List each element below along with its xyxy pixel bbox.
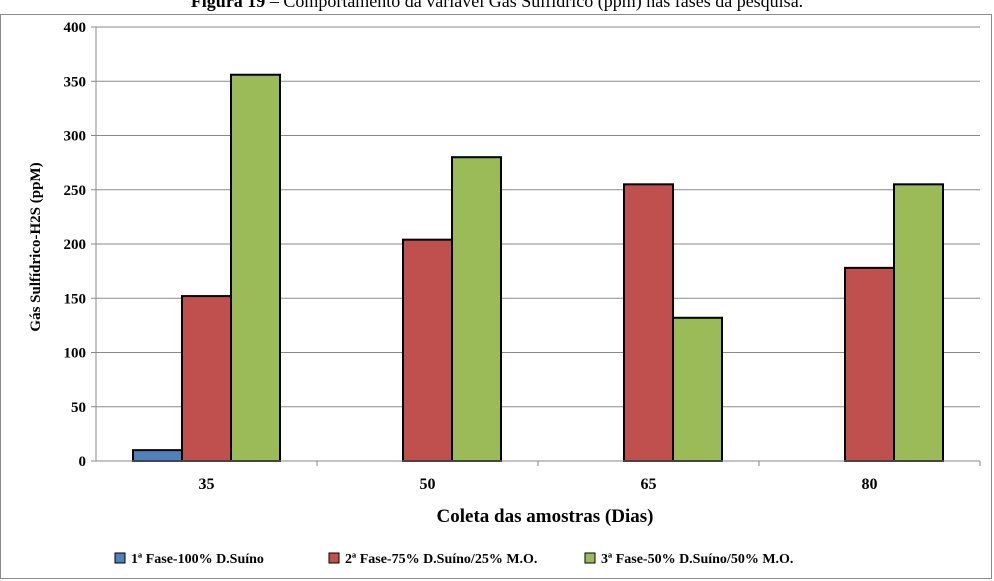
y-axis-title: Gás Sulfídrico-H2S (ppM) (28, 162, 44, 331)
bar (181, 295, 232, 462)
x-tick-label: 35 (199, 476, 215, 493)
bars (132, 73, 944, 463)
bar (623, 183, 674, 462)
y-tick-label: 0 (79, 454, 87, 470)
figure-caption-text: – Comportamento da variável Gás Sulfídri… (265, 0, 804, 11)
legend-label: 1ª Fase-100% D.Suíno (131, 552, 264, 567)
y-tick-label: 300 (64, 129, 87, 145)
y-tick-label: 100 (64, 346, 87, 362)
bar (893, 183, 944, 462)
legend-swatch (584, 552, 596, 564)
bar (844, 266, 895, 462)
y-tick-label: 250 (64, 183, 87, 199)
bar (451, 156, 502, 462)
bar (672, 316, 723, 462)
legend-label: 3ª Fase-50% D.Suíno/50% M.O. (601, 552, 793, 567)
x-tick-label: 65 (641, 476, 657, 493)
y-tick-label: 400 (64, 20, 87, 36)
x-tick-label: 50 (420, 476, 436, 493)
x-tick-label: 80 (862, 476, 878, 493)
bar (230, 73, 281, 463)
legend-swatch (328, 552, 340, 564)
bar (402, 238, 453, 462)
y-axis-tick-labels: 0 50 100 150 200 250 300 350 400 (64, 20, 87, 470)
x-axis-title: Coleta das amostras (Dias) (437, 506, 654, 527)
legend: 1ª Fase-100% D.Suíno 2ª Fase-75% D.Suíno/… (114, 552, 793, 567)
axes (91, 26, 981, 466)
legend-label: 2ª Fase-75% D.Suíno/25% M.O. (345, 552, 537, 567)
bar (132, 449, 183, 462)
legend-swatch (114, 552, 126, 564)
y-tick-label: 150 (64, 291, 87, 307)
y-tick-label: 200 (64, 237, 87, 253)
y-tick-label: 50 (71, 400, 86, 416)
x-axis-tick-labels: 35 50 65 80 (199, 476, 878, 493)
figure-caption: Figura 19 – Comportamento da variável Gá… (0, 0, 994, 12)
y-tick-label: 350 (64, 74, 87, 90)
figure-label: Figura 19 (190, 0, 266, 11)
